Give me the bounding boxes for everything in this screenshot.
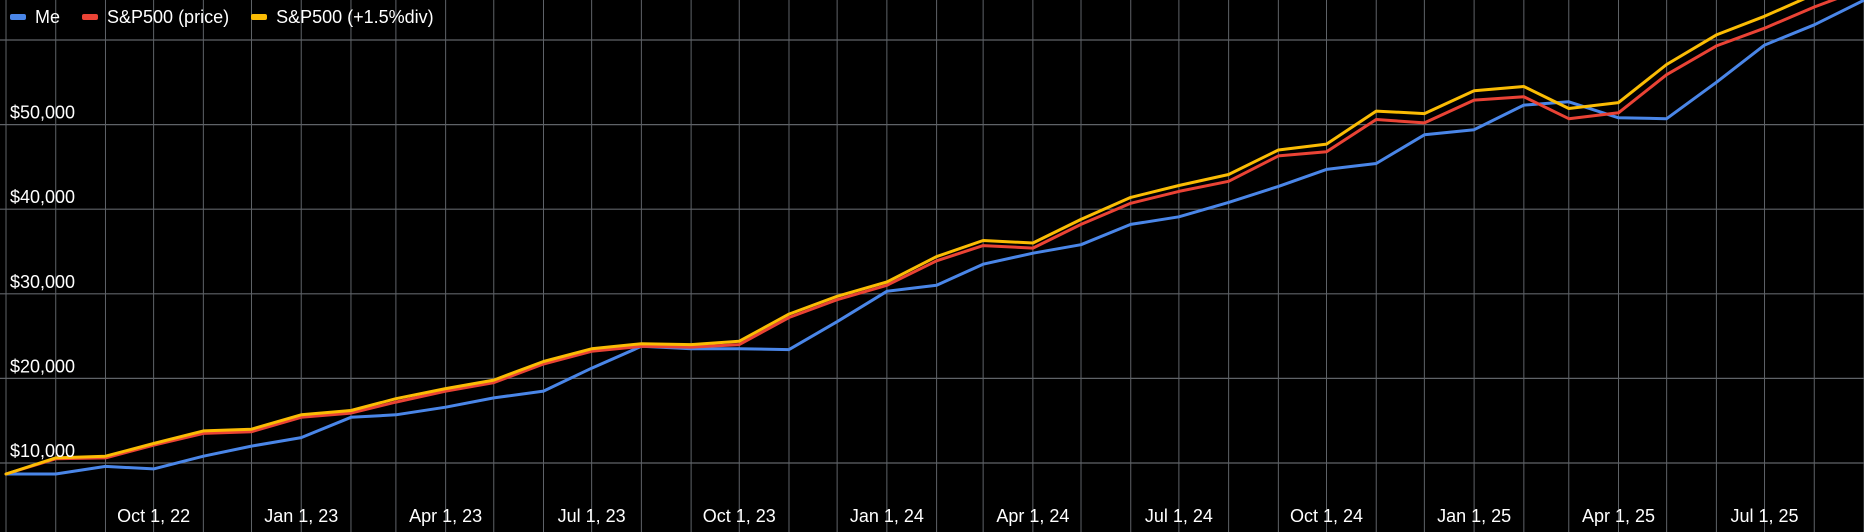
- series-line-0[interactable]: [4, 0, 1864, 476]
- legend-item-sp500-price[interactable]: S&P500 (price): [82, 7, 229, 28]
- y-tick-label: $10,000: [10, 441, 75, 461]
- x-axis-tick-labels: Oct 1, 22 Jan 1, 23 Apr 1, 23 Jul 1, 23 Oct …: [117, 506, 1798, 526]
- legend-swatch-sp500-price: [82, 14, 99, 20]
- y-tick-label: $50,000: [10, 103, 75, 123]
- x-tick-label: Jul 1, 24: [1145, 506, 1213, 526]
- x-tick-label: Oct 1, 24: [1290, 506, 1363, 526]
- legend-item-sp500-div[interactable]: S&P500 (+1.5%div): [251, 7, 434, 28]
- y-tick-label: $40,000: [10, 187, 75, 207]
- legend-label-me: Me: [35, 6, 61, 27]
- x-tick-label: Apr 1, 25: [1582, 506, 1655, 526]
- y-axis-tick-labels: $10,000 $20,000 $30,000 $40,000 $50,000: [10, 103, 75, 461]
- x-tick-label: Oct 1, 23: [703, 506, 776, 526]
- x-tick-label: Apr 1, 24: [996, 506, 1069, 526]
- series-line-1[interactable]: [4, 0, 1864, 476]
- x-tick-label: Jan 1, 24: [850, 506, 924, 526]
- legend-label-sp500-div: S&P500 (+1.5%div): [276, 6, 434, 27]
- series-lines: [4, 0, 1864, 476]
- y-tick-label: $30,000: [10, 272, 75, 292]
- horizontal-gridlines: [0, 39, 1864, 464]
- x-tick-label: Apr 1, 23: [409, 506, 482, 526]
- legend-swatch-sp500-div: [251, 14, 268, 20]
- x-tick-label: Jul 1, 23: [558, 506, 626, 526]
- legend-swatch-me: [10, 14, 26, 20]
- y-tick-label: $20,000: [10, 356, 75, 376]
- x-tick-label: Jan 1, 23: [264, 506, 338, 526]
- vertical-gridlines: [5, 0, 1864, 532]
- x-tick-label: Jan 1, 25: [1437, 506, 1511, 526]
- series-line-2[interactable]: [4, 0, 1864, 476]
- x-tick-label: Jul 1, 25: [1730, 506, 1798, 526]
- x-tick-label: Oct 1, 22: [117, 506, 190, 526]
- legend-label-sp500-price: S&P500 (price): [107, 6, 230, 27]
- chart-legend: Me S&P500 (price) S&P500 (+1.5%div): [10, 4, 434, 30]
- legend-item-me[interactable]: Me: [10, 7, 60, 28]
